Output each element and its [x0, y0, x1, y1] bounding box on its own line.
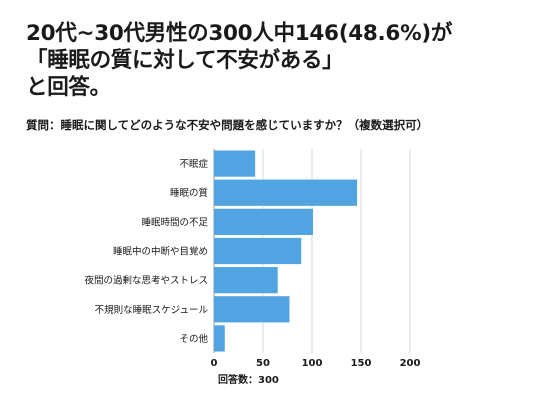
bar — [214, 150, 256, 177]
category-label: 睡眠時間の不足 — [141, 216, 208, 228]
category-label: 睡眠の質 — [170, 187, 208, 199]
bar — [214, 296, 290, 323]
x-axis-title: 回答数：300 — [218, 373, 279, 386]
bar — [214, 267, 278, 294]
x-tick-labels: 0 50 100 150 200 — [211, 358, 421, 369]
bar — [214, 179, 358, 206]
headline-line-3: と回答。 — [26, 75, 111, 100]
x-tick-label: 50 — [256, 358, 270, 369]
category-label: 睡眠中の中断や目覚め — [113, 246, 208, 258]
headline-line-1: 20代~30代男性の300人中146(48.6%)が — [26, 21, 453, 46]
bar — [214, 325, 225, 352]
headline-line-2: 「睡眠の質に対して不安がある」 — [26, 48, 344, 73]
category-label: 夜間の過剰な思考やストレス — [84, 275, 208, 287]
category-label: 不規則な睡眠スケジュール — [95, 304, 209, 316]
x-tick-label: 150 — [351, 358, 372, 369]
bar — [214, 208, 313, 235]
category-label: その他 — [179, 333, 208, 345]
bar — [214, 237, 302, 265]
headline: 20代~30代男性の300人中146(48.6%)が 「睡眠の質に対して不安があ… — [26, 20, 526, 101]
category-labels: 不眠症睡眠の質睡眠時間の不足睡眠中の中断や目覚め夜間の過剰な思考やストレス不規則… — [84, 158, 208, 345]
category-label: 不眠症 — [179, 158, 208, 170]
x-tick-label: 100 — [302, 358, 323, 369]
x-tick-label: 0 — [211, 358, 218, 369]
survey-question: 質問：睡眠に関してどのような不安や問題を感じていますか？（複数選択可） — [26, 118, 429, 132]
x-tick-label: 200 — [400, 358, 421, 369]
bars — [214, 150, 358, 352]
